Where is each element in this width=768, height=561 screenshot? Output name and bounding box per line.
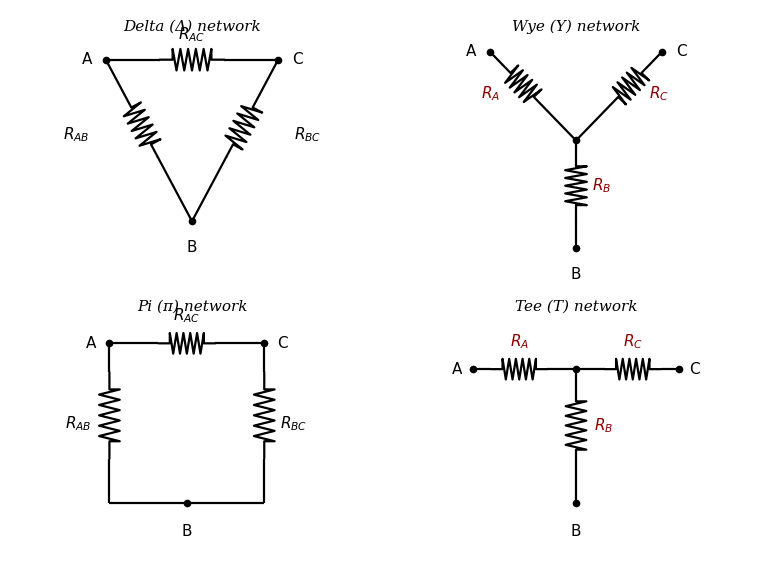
Text: C: C bbox=[292, 52, 303, 67]
Text: C: C bbox=[690, 362, 700, 376]
Text: Delta (Δ) network: Delta (Δ) network bbox=[123, 19, 261, 33]
Text: $R_A$: $R_A$ bbox=[481, 85, 500, 103]
Text: $R_B$: $R_B$ bbox=[592, 176, 611, 195]
Text: $R_{BC}$: $R_{BC}$ bbox=[280, 414, 307, 433]
Text: B: B bbox=[571, 267, 581, 282]
Text: A: A bbox=[86, 336, 97, 351]
Text: C: C bbox=[277, 336, 288, 351]
Text: $R_A$: $R_A$ bbox=[510, 332, 529, 351]
Text: B: B bbox=[187, 240, 197, 255]
Text: Tee (T) network: Tee (T) network bbox=[515, 300, 637, 314]
Text: $R_C$: $R_C$ bbox=[623, 332, 643, 351]
Text: B: B bbox=[571, 524, 581, 539]
Text: $R_{BC}$: $R_{BC}$ bbox=[294, 126, 322, 144]
Text: C: C bbox=[676, 44, 687, 59]
Text: A: A bbox=[82, 52, 92, 67]
Text: $R_B$: $R_B$ bbox=[594, 416, 614, 435]
Text: Wye (Y) network: Wye (Y) network bbox=[511, 19, 641, 34]
Text: Pi (π) network: Pi (π) network bbox=[137, 300, 247, 314]
Text: $R_C$: $R_C$ bbox=[649, 85, 669, 103]
Text: A: A bbox=[466, 44, 476, 59]
Text: $R_{AC}$: $R_{AC}$ bbox=[178, 25, 206, 44]
Text: B: B bbox=[181, 524, 192, 539]
Text: $R_{AB}$: $R_{AB}$ bbox=[65, 414, 91, 433]
Text: $R_{AB}$: $R_{AB}$ bbox=[63, 126, 90, 144]
Text: $R_{AC}$: $R_{AC}$ bbox=[174, 306, 200, 325]
Text: A: A bbox=[452, 362, 462, 376]
